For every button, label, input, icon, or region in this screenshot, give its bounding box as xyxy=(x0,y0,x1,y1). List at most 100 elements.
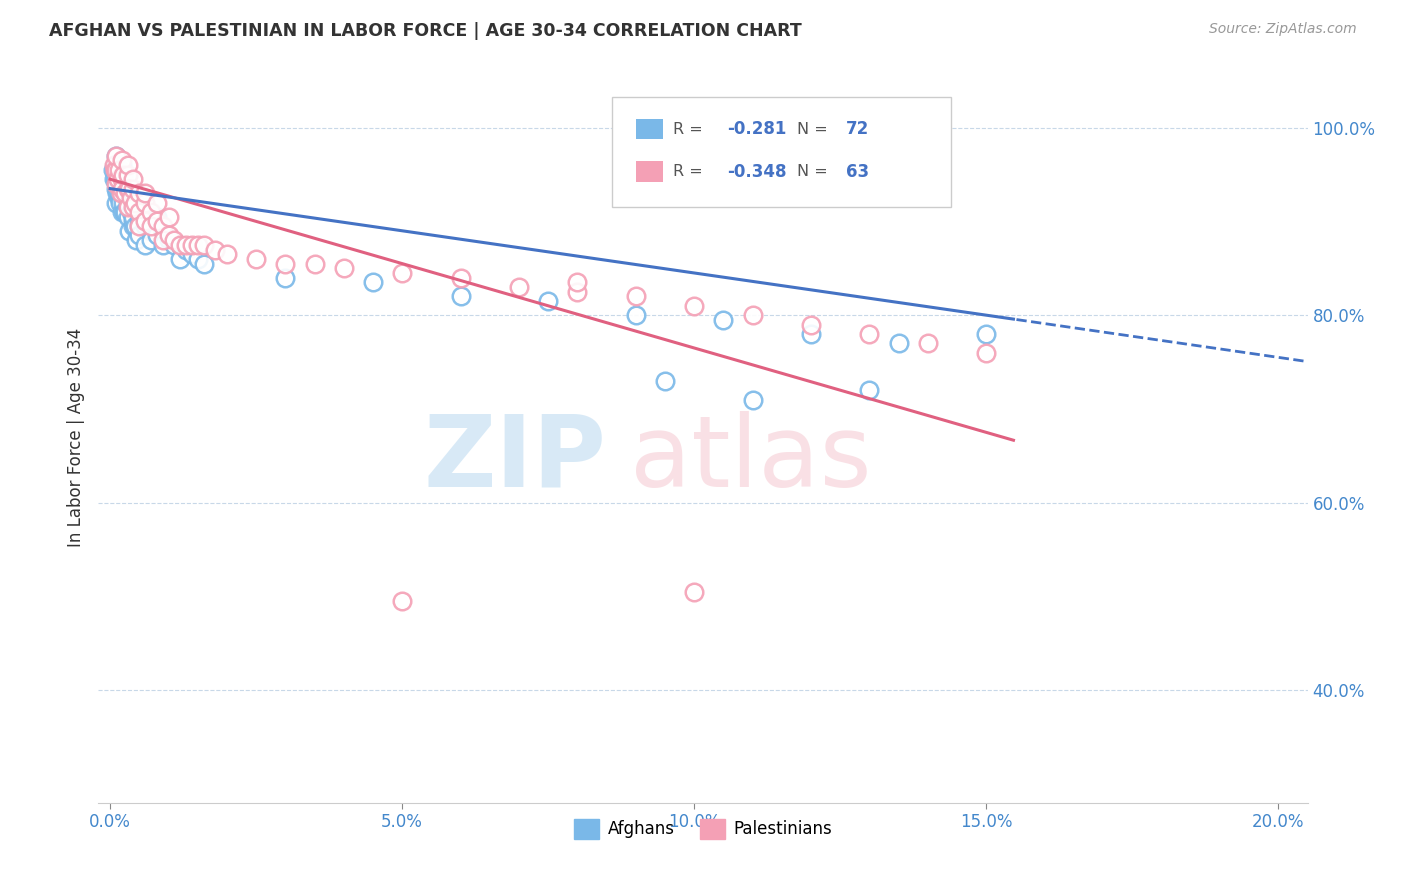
Point xyxy=(111,195,134,210)
Point xyxy=(104,181,127,195)
Point xyxy=(193,257,215,271)
Point xyxy=(128,214,150,228)
Point xyxy=(187,237,209,252)
Text: R =: R = xyxy=(672,121,707,136)
Point xyxy=(111,168,134,182)
Bar xyxy=(637,161,664,182)
Point xyxy=(118,224,141,238)
Point xyxy=(128,186,150,201)
Point xyxy=(713,313,735,327)
Point xyxy=(537,294,560,309)
Point xyxy=(193,237,215,252)
Point xyxy=(104,177,127,191)
Point xyxy=(917,336,939,351)
Point xyxy=(624,308,647,322)
Point xyxy=(107,162,129,177)
Point xyxy=(134,186,156,201)
Point xyxy=(128,205,150,219)
Point xyxy=(204,243,226,257)
Point xyxy=(187,252,209,266)
Point xyxy=(139,233,162,247)
Point xyxy=(104,195,127,210)
Point xyxy=(157,210,180,224)
Point xyxy=(128,228,150,243)
Point xyxy=(117,168,139,182)
Point xyxy=(104,162,127,177)
Point xyxy=(111,205,134,219)
Point xyxy=(180,247,202,261)
Point xyxy=(105,186,128,201)
Point xyxy=(122,200,145,214)
Text: 63: 63 xyxy=(845,162,869,180)
Point xyxy=(174,243,197,257)
Point xyxy=(117,186,139,201)
Point xyxy=(124,219,146,233)
Point xyxy=(117,210,139,224)
Point xyxy=(332,261,354,276)
Point xyxy=(215,247,238,261)
Point xyxy=(111,158,134,172)
Point xyxy=(122,172,145,186)
Point xyxy=(128,200,150,214)
Point xyxy=(974,345,997,359)
Point xyxy=(887,336,910,351)
Point xyxy=(121,191,143,205)
Point xyxy=(110,186,132,201)
Point xyxy=(567,285,589,299)
FancyBboxPatch shape xyxy=(613,97,950,207)
Point xyxy=(108,195,131,210)
Point xyxy=(624,289,647,303)
Point xyxy=(139,224,162,238)
Text: N =: N = xyxy=(797,164,834,179)
Point xyxy=(111,168,134,182)
Point xyxy=(103,172,125,186)
Point xyxy=(174,237,197,252)
Point xyxy=(104,162,127,177)
Point xyxy=(858,383,880,397)
Point xyxy=(152,237,174,252)
Text: 72: 72 xyxy=(845,120,869,138)
Point xyxy=(146,195,169,210)
Point xyxy=(139,205,162,219)
Point xyxy=(117,200,139,214)
Point xyxy=(450,289,472,303)
Text: ZIP: ZIP xyxy=(423,410,606,508)
Point xyxy=(146,228,169,243)
Point xyxy=(128,219,150,233)
Point xyxy=(104,149,127,163)
Point xyxy=(125,233,148,247)
Point xyxy=(110,181,132,195)
Point xyxy=(101,162,124,177)
Point xyxy=(117,181,139,195)
Text: Source: ZipAtlas.com: Source: ZipAtlas.com xyxy=(1209,22,1357,37)
Point xyxy=(117,200,139,214)
Text: -0.348: -0.348 xyxy=(727,162,787,180)
Point xyxy=(361,276,384,290)
Point xyxy=(108,162,131,177)
Point xyxy=(122,210,145,224)
Point xyxy=(134,214,156,228)
Point xyxy=(800,318,823,332)
Point xyxy=(163,237,186,252)
Point xyxy=(107,172,129,186)
Point xyxy=(111,181,134,195)
Point xyxy=(683,299,706,313)
Point xyxy=(245,252,267,266)
Point xyxy=(122,200,145,214)
Point xyxy=(741,392,763,407)
Point xyxy=(391,594,413,608)
Bar xyxy=(637,119,664,139)
Point xyxy=(567,276,589,290)
Point xyxy=(304,257,326,271)
Point xyxy=(157,228,180,243)
Point xyxy=(122,181,145,195)
Point xyxy=(111,172,134,186)
Point xyxy=(117,195,139,210)
Text: AFGHAN VS PALESTINIAN IN LABOR FORCE | AGE 30-34 CORRELATION CHART: AFGHAN VS PALESTINIAN IN LABOR FORCE | A… xyxy=(49,22,801,40)
Point xyxy=(118,181,141,195)
Text: atlas: atlas xyxy=(630,410,872,508)
Point xyxy=(111,186,134,201)
Point xyxy=(146,210,169,224)
Point xyxy=(134,219,156,233)
Point xyxy=(741,308,763,322)
